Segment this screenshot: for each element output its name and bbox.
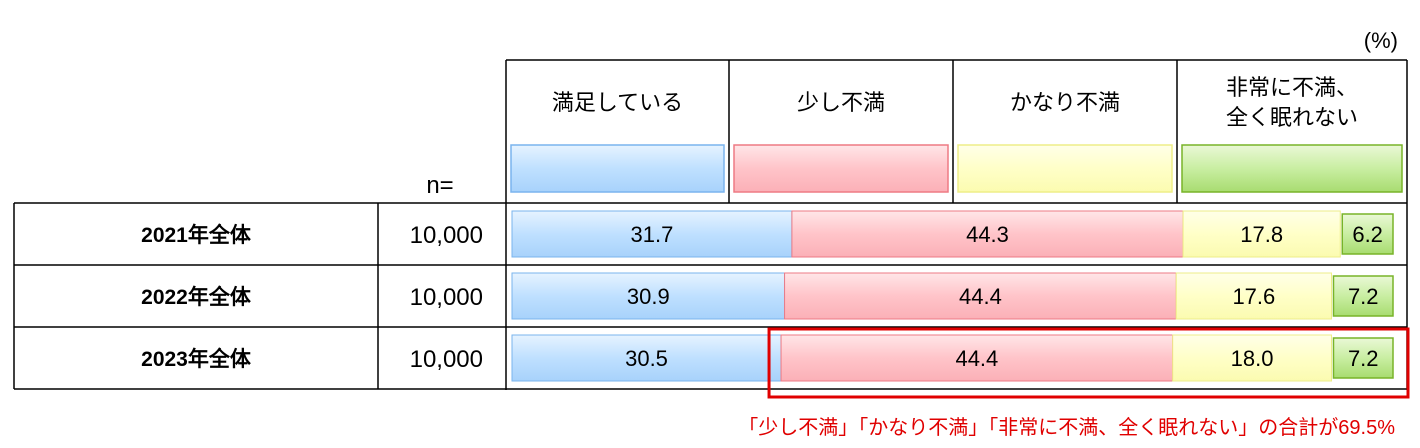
bar-segment <box>1182 210 1341 258</box>
bar-value-label: 18.0 <box>1231 346 1274 371</box>
bar-value-label: 30.5 <box>625 346 668 371</box>
category-headers: 満足している 少し不満 かなり不満 非常に不満、全く眠れない <box>552 75 1358 130</box>
bar-segment <box>511 334 782 382</box>
bar-segment <box>1341 213 1394 255</box>
n-header: n= <box>426 172 453 199</box>
highlight-rect <box>767 327 1410 399</box>
unit-note: (%) <box>1364 28 1398 53</box>
category-header-line: かなり不満 <box>1010 90 1120 115</box>
legend-swatch-0 <box>510 144 725 193</box>
bar-segment <box>1332 275 1394 317</box>
bar-segment <box>1175 272 1332 320</box>
bar-segment <box>780 334 1174 382</box>
legend-swatch-1 <box>733 144 949 193</box>
highlight-box <box>767 327 1410 399</box>
legend-swatch-2 <box>957 144 1173 193</box>
annotation: 「少し不満」「かなり不満」「非常に不満、全く眠れない」の合計が69.5% <box>738 416 1395 439</box>
bar-segment <box>791 210 1184 258</box>
row-n-value: 10,000 <box>410 222 483 249</box>
bar-value-label: 31.7 <box>631 222 674 247</box>
bar-value-label: 44.3 <box>966 222 1009 247</box>
bar-segment <box>1332 337 1394 379</box>
category-header-line: 非常に不満、 <box>1226 75 1358 100</box>
legend-swatch-3 <box>1181 144 1403 193</box>
row-label: 2021年全体 <box>141 223 252 247</box>
bar-value-label: 30.9 <box>627 284 670 309</box>
category-header-0: 満足している <box>552 90 683 115</box>
bar-value-label: 17.6 <box>1232 284 1275 309</box>
bar-segment <box>784 272 1177 320</box>
bar-value-label: 44.4 <box>959 284 1002 309</box>
bar-segment <box>1172 334 1332 382</box>
category-header-1: 少し不満 <box>797 90 885 115</box>
category-header-2: かなり不満 <box>1010 90 1120 115</box>
row-label: 2022年全体 <box>141 285 252 309</box>
bar-value-label: 17.8 <box>1240 222 1283 247</box>
bar-value-label: 6.2 <box>1352 222 1383 247</box>
category-header-3: 非常に不満、全く眠れない <box>1226 75 1358 130</box>
bar-value-label: 7.2 <box>1348 284 1379 309</box>
row-n-value: 10,000 <box>410 346 483 373</box>
legend <box>510 144 1403 193</box>
bar-segment <box>511 272 786 320</box>
data-rows: 2021年全体 10,000 31.7 44.3 17.8 6.2 2022年全体 10,00… <box>141 210 1394 382</box>
category-header-line: 全く眠れない <box>1226 105 1358 130</box>
bar-value-label: 7.2 <box>1348 346 1379 371</box>
category-header-line: 満足している <box>552 90 683 115</box>
category-header-line: 少し不満 <box>797 90 885 115</box>
bar-value-label: 44.4 <box>955 346 998 371</box>
bar-segment <box>511 210 793 258</box>
table-grid <box>13 59 1408 390</box>
row-n-value: 10,000 <box>410 284 483 311</box>
row-label: 2023年全体 <box>141 347 252 371</box>
